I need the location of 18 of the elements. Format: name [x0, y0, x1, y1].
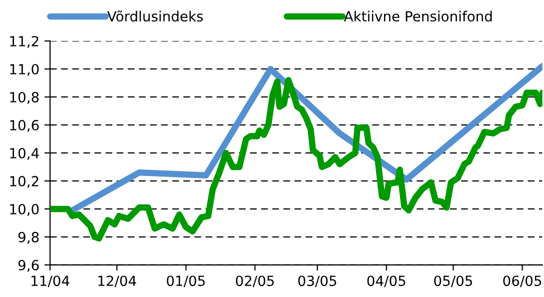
y-tick-label: 10,8 [10, 92, 39, 104]
x-tick-label: 12/04 [98, 276, 136, 288]
x-tick-label: 05/05 [434, 276, 472, 288]
y-tick-label: 10,6 [10, 120, 39, 132]
x-tick-label: 03/05 [298, 276, 336, 288]
y-tick-label: 11,2 [10, 36, 38, 48]
y-tick-label: 10,0 [10, 204, 39, 216]
x-tick-label: 06/05 [503, 276, 542, 288]
y-tick-label: 9,8 [18, 232, 39, 244]
legend-label: Võrdlusindeks [107, 10, 203, 22]
y-tick-label: 9,6 [18, 260, 39, 272]
x-tick-label: 11/04 [32, 276, 70, 288]
y-tick-label: 11,0 [10, 64, 39, 76]
x-tick-label: 01/05 [166, 276, 205, 288]
y-tick-label: 10,2 [10, 176, 38, 188]
x-tick-label: 02/05 [236, 276, 274, 288]
y-tick-label: 10,4 [10, 148, 39, 160]
x-tick-label: 04/05 [367, 276, 406, 288]
